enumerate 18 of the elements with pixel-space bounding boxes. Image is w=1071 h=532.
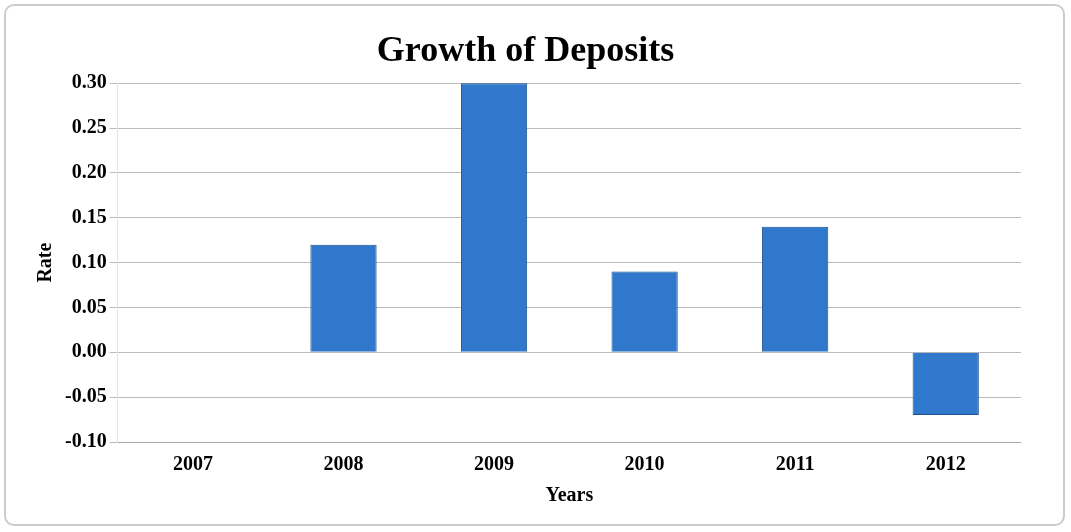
x-tick-label: 2009 xyxy=(474,452,515,475)
y-tick-label: -0.05 xyxy=(64,384,107,407)
x-tick-label: 2007 xyxy=(172,452,213,475)
y-tick-label: 0.05 xyxy=(71,294,107,317)
y-tick-label: 0.10 xyxy=(71,249,107,272)
y-tick-label: 0.00 xyxy=(71,339,107,362)
x-tick-label: 2010 xyxy=(624,452,665,475)
y-tick-label: 0.15 xyxy=(71,204,107,227)
chart-title: Growth of Deposits xyxy=(376,28,675,69)
y-tick-label: 0.20 xyxy=(71,160,107,183)
x-tick-label: 2008 xyxy=(323,452,364,475)
x-tick-label: 2012 xyxy=(925,452,966,475)
x-axis-title: Years xyxy=(545,483,594,506)
y-tick-label: -0.10 xyxy=(64,429,107,452)
y-tick-label: 0.25 xyxy=(71,115,107,138)
y-tick-label: 0.30 xyxy=(71,70,107,93)
x-tick-label: 2011 xyxy=(775,452,815,475)
y-axis-title: Rate xyxy=(33,242,56,283)
